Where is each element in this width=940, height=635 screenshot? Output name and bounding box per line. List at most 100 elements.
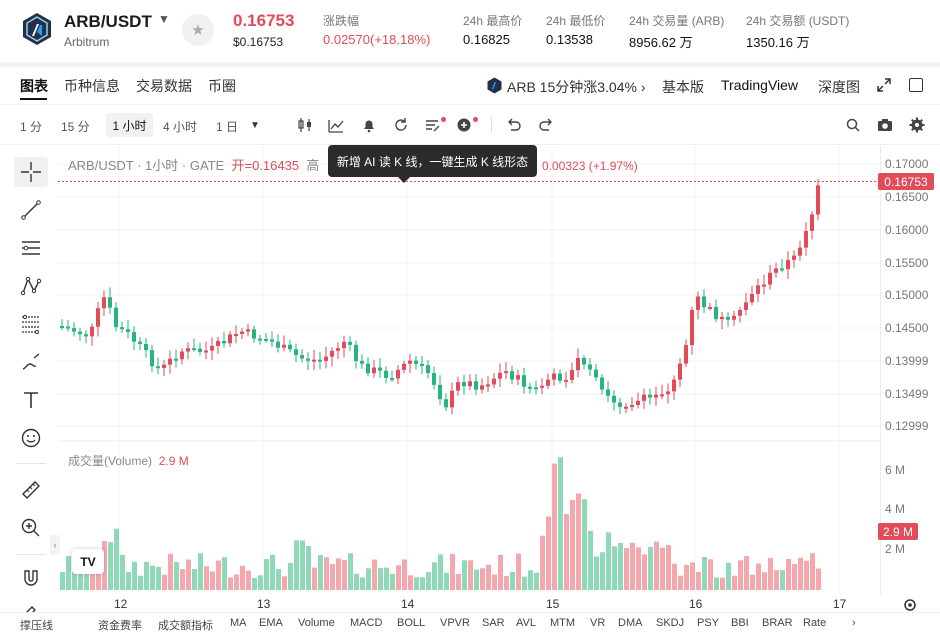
high-label: 24h 最高价 xyxy=(463,14,523,28)
candle-body xyxy=(540,385,544,388)
volume-bar xyxy=(582,499,587,590)
candle-body xyxy=(72,328,76,332)
indicator-11[interactable]: MTM xyxy=(550,617,576,629)
indicator-18[interactable]: Rate xyxy=(803,617,827,629)
candle-body xyxy=(414,360,418,364)
emoji-tool-icon[interactable] xyxy=(14,423,48,453)
ruler-tool-icon[interactable] xyxy=(14,475,48,505)
candle-body xyxy=(96,308,100,327)
replay-icon[interactable] xyxy=(392,116,410,134)
volume-bar xyxy=(768,558,773,590)
magnet-tool-icon[interactable] xyxy=(14,563,48,593)
fibonacci-tool-icon[interactable] xyxy=(14,309,48,339)
volume-bar xyxy=(186,559,191,590)
arbitrum-logo-icon xyxy=(20,12,54,46)
volume-bar xyxy=(528,570,533,590)
volume-bar xyxy=(630,542,635,590)
volume-bar xyxy=(696,571,701,590)
volume-bar xyxy=(342,559,347,590)
candle-body xyxy=(90,326,94,337)
settings-gear-icon[interactable] xyxy=(908,116,926,134)
indicator-15[interactable]: PSY xyxy=(697,617,720,629)
volume-bar xyxy=(390,573,395,590)
candle-series xyxy=(60,179,820,415)
candle-body xyxy=(666,391,670,395)
camera-icon[interactable] xyxy=(876,116,894,134)
candle-body xyxy=(780,268,784,271)
volume-bar xyxy=(108,542,113,590)
indicator-1[interactable]: 资金费率 xyxy=(98,620,142,632)
indicator-13[interactable]: DMA xyxy=(618,617,643,629)
undo-icon[interactable] xyxy=(505,116,523,134)
interval-15m[interactable]: 15 分 xyxy=(61,120,90,134)
volume-bar xyxy=(198,553,203,590)
tab-coin-info[interactable]: 币种信息 xyxy=(64,78,120,94)
chart-settings-icon[interactable] xyxy=(902,597,918,613)
indicator-14[interactable]: SKDJ xyxy=(656,617,685,629)
indicator-16[interactable]: BBI xyxy=(731,617,749,629)
candle-body xyxy=(114,307,118,328)
search-icon[interactable] xyxy=(844,116,862,134)
indicator-6[interactable]: MACD xyxy=(350,617,383,629)
volume-bar xyxy=(564,514,569,590)
candlestick-chart[interactable] xyxy=(58,146,880,594)
layout-checkbox-icon[interactable] xyxy=(909,78,923,92)
volume-bar xyxy=(384,567,389,590)
collapse-tools-icon[interactable]: ‹ xyxy=(50,535,60,555)
indicator-7[interactable]: BOLL xyxy=(397,617,426,629)
tradingview-tab[interactable]: TradingView xyxy=(721,77,799,93)
pair-dropdown-icon[interactable]: ▼ xyxy=(158,12,170,26)
tab-trade-data[interactable]: 交易数据 xyxy=(136,78,192,94)
tools-divider xyxy=(16,463,46,464)
crosshair-tool-icon[interactable] xyxy=(14,157,48,187)
trendline-tool-icon[interactable] xyxy=(14,195,48,225)
indicator-5[interactable]: Volume xyxy=(298,617,335,629)
pair-name[interactable]: ARB/USDT xyxy=(64,12,152,31)
indicator-scroll-right-icon[interactable]: › xyxy=(852,617,856,629)
candle-body xyxy=(336,348,340,351)
indicator-0[interactable]: 撑压线 xyxy=(20,620,53,632)
indicator-9[interactable]: SAR xyxy=(482,617,505,629)
candle-body xyxy=(714,306,718,320)
alert-bell-icon[interactable] xyxy=(360,116,378,134)
candle-body xyxy=(720,316,724,320)
interval-4h[interactable]: 4 小时 xyxy=(163,120,198,134)
text-tool-icon[interactable] xyxy=(14,385,48,415)
ai-kline-icon[interactable] xyxy=(424,116,442,134)
favorite-star-icon[interactable]: ★ xyxy=(182,14,214,46)
parallel-lines-tool-icon[interactable] xyxy=(14,233,48,263)
candle-body xyxy=(84,334,88,337)
basic-version-tab[interactable]: 基本版 xyxy=(662,79,704,95)
candle-body xyxy=(312,359,316,362)
volume-bar xyxy=(432,562,437,590)
interval-1h[interactable]: 1 小时 xyxy=(106,113,153,137)
brush-tool-icon[interactable] xyxy=(14,347,48,377)
promo-link[interactable]: ARB 15分钟涨3.04% › xyxy=(507,79,646,95)
tab-circle[interactable]: 币圈 xyxy=(208,78,236,94)
tab-chart[interactable]: 图表 xyxy=(20,78,48,94)
depth-chart-tab[interactable]: 深度图 xyxy=(818,79,860,95)
indicator-10[interactable]: AVL xyxy=(516,617,536,629)
indicator-2[interactable]: 成交额指标 xyxy=(158,620,213,632)
fullscreen-icon[interactable] xyxy=(876,77,892,93)
indicator-3[interactable]: MA xyxy=(230,617,247,629)
volume-arb-label: 24h 交易量 (ARB) xyxy=(629,14,725,28)
interval-dropdown-icon[interactable]: ▼ xyxy=(250,120,260,131)
indicator-17[interactable]: BRAR xyxy=(762,617,793,629)
interval-1m[interactable]: 1 分 xyxy=(20,120,43,134)
zoom-in-tool-icon[interactable] xyxy=(14,513,48,543)
volume-bar xyxy=(558,457,563,590)
indicators-icon[interactable] xyxy=(327,116,345,134)
indicator-8[interactable]: VPVR xyxy=(440,617,470,629)
candle-body xyxy=(288,344,292,350)
lock-tool-icon[interactable] xyxy=(21,603,39,613)
interval-1d[interactable]: 1 日 xyxy=(216,120,239,134)
redo-icon[interactable] xyxy=(537,116,555,134)
add-plugin-icon[interactable] xyxy=(456,116,474,134)
volume-bar xyxy=(474,569,479,590)
pattern-tool-icon[interactable] xyxy=(14,271,48,301)
indicator-12[interactable]: VR xyxy=(590,617,606,629)
time-tick: 15 xyxy=(546,597,560,611)
candle-type-icon[interactable] xyxy=(296,116,314,134)
indicator-4[interactable]: EMA xyxy=(259,617,283,629)
